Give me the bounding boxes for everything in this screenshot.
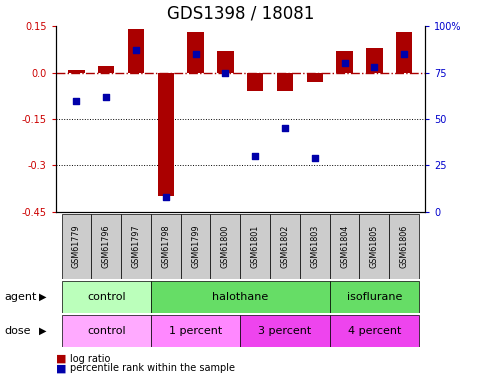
Text: GSM61806: GSM61806 [399, 225, 409, 268]
Point [222, 70, 229, 76]
Text: ▶: ▶ [39, 292, 46, 302]
Bar [241, 315, 330, 347]
Point [311, 155, 319, 161]
Bar [307, 73, 323, 82]
Bar [211, 214, 241, 279]
Text: control: control [87, 292, 126, 302]
Text: GSM61804: GSM61804 [340, 225, 349, 268]
Point [341, 60, 348, 66]
Text: ■: ■ [56, 354, 66, 363]
Bar [389, 214, 419, 279]
Bar [61, 214, 91, 279]
Bar [330, 214, 359, 279]
Text: ■: ■ [56, 363, 66, 373]
Point [132, 47, 140, 53]
Text: GSM61800: GSM61800 [221, 225, 230, 268]
Bar [181, 214, 211, 279]
Bar [277, 73, 293, 91]
Bar [157, 73, 174, 196]
Text: 1 percent: 1 percent [169, 326, 222, 336]
Bar [330, 315, 419, 347]
Point [102, 94, 110, 100]
Bar [61, 315, 151, 347]
Point [192, 51, 199, 57]
Point [251, 153, 259, 159]
Text: 3 percent: 3 percent [258, 326, 312, 336]
Bar [68, 70, 85, 73]
Bar [151, 315, 241, 347]
Text: GDS1398 / 18081: GDS1398 / 18081 [167, 4, 314, 22]
Text: agent: agent [5, 292, 37, 302]
Bar [151, 281, 330, 313]
Point [162, 194, 170, 200]
Bar [98, 66, 114, 73]
Text: GSM61796: GSM61796 [102, 225, 111, 268]
Point [400, 51, 408, 57]
Text: ▶: ▶ [39, 326, 46, 336]
Text: isoflurane: isoflurane [347, 292, 402, 302]
Text: GSM61801: GSM61801 [251, 225, 260, 268]
Text: GSM61803: GSM61803 [310, 225, 319, 268]
Bar [151, 214, 181, 279]
Text: GSM61779: GSM61779 [72, 225, 81, 268]
Bar [247, 73, 263, 91]
Bar [121, 214, 151, 279]
Text: 4 percent: 4 percent [348, 326, 401, 336]
Bar [187, 33, 204, 73]
Bar [270, 214, 300, 279]
Bar [217, 51, 234, 73]
Text: dose: dose [5, 326, 31, 336]
Text: GSM61799: GSM61799 [191, 225, 200, 268]
Bar [241, 214, 270, 279]
Bar [396, 33, 412, 73]
Point [72, 98, 80, 104]
Text: percentile rank within the sample: percentile rank within the sample [70, 363, 235, 373]
Text: GSM61802: GSM61802 [281, 225, 289, 268]
Bar [336, 51, 353, 73]
Bar [359, 214, 389, 279]
Point [281, 125, 289, 131]
Text: GSM61798: GSM61798 [161, 225, 170, 268]
Bar [91, 214, 121, 279]
Text: GSM61805: GSM61805 [370, 225, 379, 268]
Text: log ratio: log ratio [70, 354, 111, 363]
Bar [330, 281, 419, 313]
Bar [300, 214, 330, 279]
Text: control: control [87, 326, 126, 336]
Bar [128, 29, 144, 73]
Bar [61, 281, 151, 313]
Text: GSM61797: GSM61797 [131, 225, 141, 268]
Bar [366, 48, 383, 73]
Text: halothane: halothane [212, 292, 269, 302]
Point [370, 64, 378, 70]
